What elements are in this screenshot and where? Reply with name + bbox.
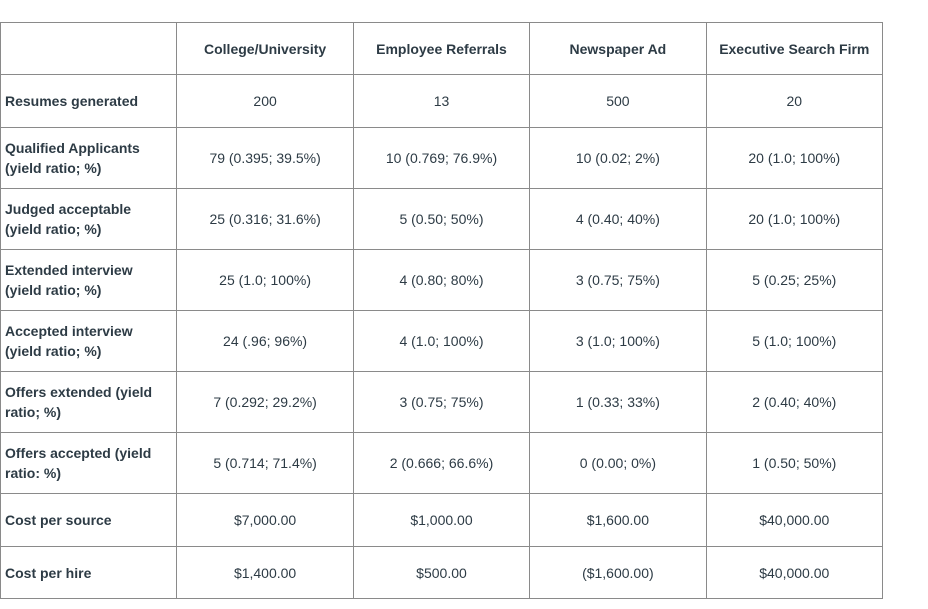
table-row: Qualified Applicants (yield ratio; %) 79 … xyxy=(0,127,884,189)
row-label: Accepted interview (yield ratio; %) xyxy=(0,310,178,372)
table-cell: 5 (1.0; 100%) xyxy=(705,310,884,372)
table-row: Cost per hire $1,400.00 $500.00 ($1,600.00)… xyxy=(0,546,884,599)
row-label: Offers extended (yield ratio; %) xyxy=(0,371,178,433)
table-cell: $1,000.00 xyxy=(352,493,531,547)
row-label: Extended interview (yield ratio; %) xyxy=(0,249,178,311)
table-cell: 10 (0.769; 76.9%) xyxy=(352,127,531,189)
table-cell: $40,000.00 xyxy=(705,546,884,599)
table-cell: 4 (0.80; 80%) xyxy=(352,249,531,311)
row-label: Cost per source xyxy=(0,493,178,547)
table-row: Extended interview (yield ratio; %) 25 (1… xyxy=(0,249,884,311)
table-cell: $1,600.00 xyxy=(529,493,707,547)
table-cell: 2 (0.666; 66.6%) xyxy=(352,432,531,494)
table-cell: 200 xyxy=(176,74,354,128)
table-row: Cost per source $7,000.00 $1,000.00 $1,600.… xyxy=(0,493,884,547)
table-cell: 4 (1.0; 100%) xyxy=(352,310,531,372)
recruiting-sources-table: College/University Employee Referrals Ne… xyxy=(0,22,884,599)
column-header-college-university: College/University xyxy=(176,22,354,75)
table-cell: 3 (0.75; 75%) xyxy=(352,371,531,433)
row-label: Qualified Applicants (yield ratio; %) xyxy=(0,127,178,189)
table-cell: 20 (1.0; 100%) xyxy=(705,127,884,189)
table-cell: 2 (0.40; 40%) xyxy=(705,371,884,433)
column-header-executive-search-firm: Executive Search Firm xyxy=(705,22,884,75)
table-cell: 7 (0.292; 29.2%) xyxy=(176,371,354,433)
table-cell: 0 (0.00; 0%) xyxy=(529,432,707,494)
table-cell: $1,400.00 xyxy=(176,546,354,599)
table-cell: 5 (0.714; 71.4%) xyxy=(176,432,354,494)
table-cell: $7,000.00 xyxy=(176,493,354,547)
row-label: Resumes generated xyxy=(0,74,178,128)
header-row: College/University Employee Referrals Ne… xyxy=(0,22,884,75)
table-row: Offers accepted (yield ratio: %) 5 (0.714… xyxy=(0,432,884,494)
table-cell: 500 xyxy=(529,74,707,128)
table-cell: 24 (.96; 96%) xyxy=(176,310,354,372)
table-row: Resumes generated 200 13 500 20 xyxy=(0,74,884,128)
table-body: Resumes generated 200 13 500 20 Qualified App… xyxy=(0,74,884,599)
table-cell: 5 (0.25; 25%) xyxy=(705,249,884,311)
row-label: Cost per hire xyxy=(0,546,178,599)
table-cell: 4 (0.40; 40%) xyxy=(529,188,707,250)
table-cell: 25 (0.316; 31.6%) xyxy=(176,188,354,250)
table-cell: 5 (0.50; 50%) xyxy=(352,188,531,250)
row-label: Offers accepted (yield ratio: %) xyxy=(0,432,178,494)
table-cell: 25 (1.0; 100%) xyxy=(176,249,354,311)
table-cell: 3 (0.75; 75%) xyxy=(529,249,707,311)
table-cell: 13 xyxy=(352,74,531,128)
column-header-employee-referrals: Employee Referrals xyxy=(352,22,531,75)
table-cell: 1 (0.50; 50%) xyxy=(705,432,884,494)
table-cell: 79 (0.395; 39.5%) xyxy=(176,127,354,189)
column-header-newspaper-ad: Newspaper Ad xyxy=(529,22,707,75)
table-cell: 1 (0.33; 33%) xyxy=(529,371,707,433)
table-header: College/University Employee Referrals Ne… xyxy=(0,22,884,75)
table-cell: $40,000.00 xyxy=(705,493,884,547)
table-cell: 10 (0.02; 2%) xyxy=(529,127,707,189)
table-row: Judged acceptable (yield ratio; %) 25 (0.… xyxy=(0,188,884,250)
table-row: Accepted interview (yield ratio; %) 24 (.… xyxy=(0,310,884,372)
table-cell: 20 xyxy=(705,74,884,128)
corner-cell xyxy=(0,22,178,75)
table-row: Offers extended (yield ratio; %) 7 (0.292… xyxy=(0,371,884,433)
table-cell: 20 (1.0; 100%) xyxy=(705,188,884,250)
table-cell: 3 (1.0; 100%) xyxy=(529,310,707,372)
table-cell: $500.00 xyxy=(352,546,531,599)
row-label: Judged acceptable (yield ratio; %) xyxy=(0,188,178,250)
table-cell: ($1,600.00) xyxy=(529,546,707,599)
